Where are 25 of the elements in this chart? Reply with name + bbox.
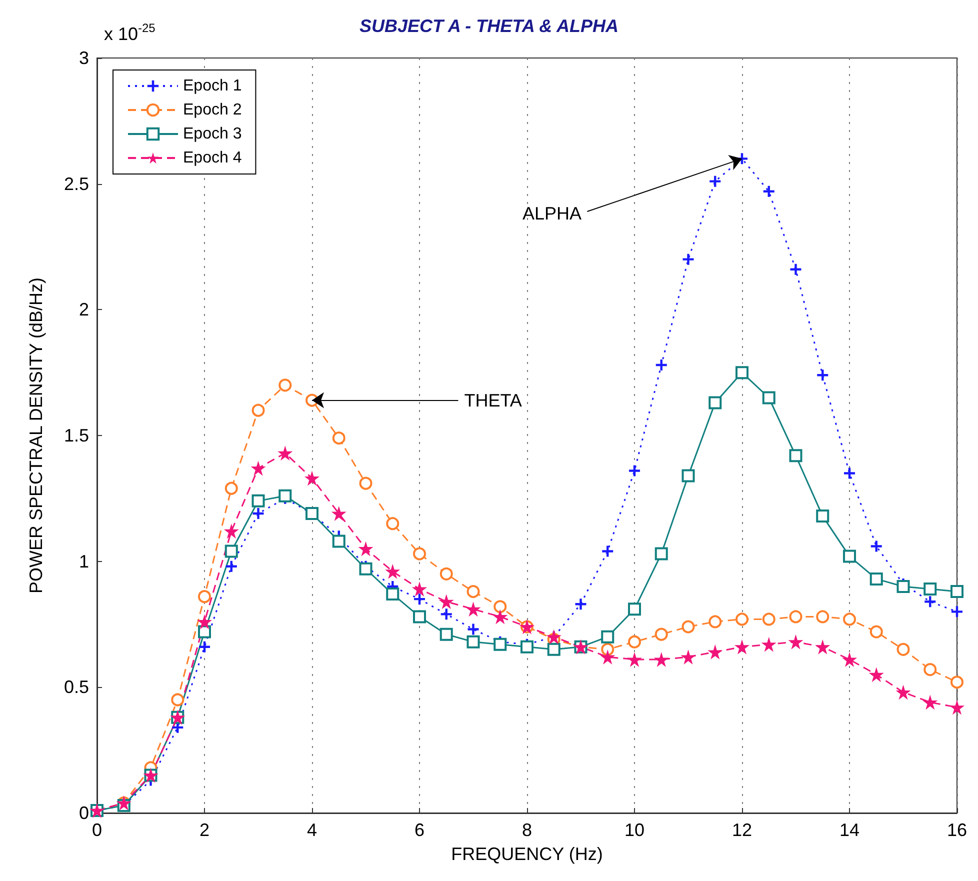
legend-label: Epoch 4 — [183, 150, 242, 166]
x-tick-label: 0 — [92, 820, 102, 840]
x-tick-label: 6 — [414, 820, 425, 840]
x-tick-label: 16 — [946, 820, 968, 840]
y-tick-label: 1 — [78, 551, 89, 572]
x-tick-label: 2 — [199, 820, 210, 840]
chart-title: SUBJECT A - THETA & ALPHA — [360, 16, 618, 36]
y-tick-label: 0.5 — [64, 677, 89, 698]
y-tick-label: 0 — [78, 803, 89, 823]
y-tick-label: 1.5 — [64, 426, 89, 446]
legend-label: Epoch 3 — [183, 126, 242, 142]
x-tick-label: 8 — [522, 820, 532, 840]
y-axis-title: POWER SPECTRAL DENSITY (dB/Hz) — [26, 277, 46, 594]
annotation: ALPHA — [522, 203, 582, 224]
legend-label: Epoch 2 — [183, 102, 242, 118]
y-tick-label: 2.5 — [64, 174, 89, 194]
annotation: THETA — [464, 390, 522, 410]
x-tick-label: 4 — [306, 820, 318, 840]
x-tick-label: 12 — [732, 820, 752, 840]
x-tick-label: 10 — [624, 820, 645, 840]
legend-label: Epoch 1 — [183, 78, 242, 94]
y-tick-label: 2 — [78, 300, 89, 320]
y-tick-label: 3 — [78, 48, 89, 68]
x-tick-label: 14 — [839, 820, 860, 840]
x-axis-title: FREQUENCY (Hz) — [451, 844, 603, 864]
